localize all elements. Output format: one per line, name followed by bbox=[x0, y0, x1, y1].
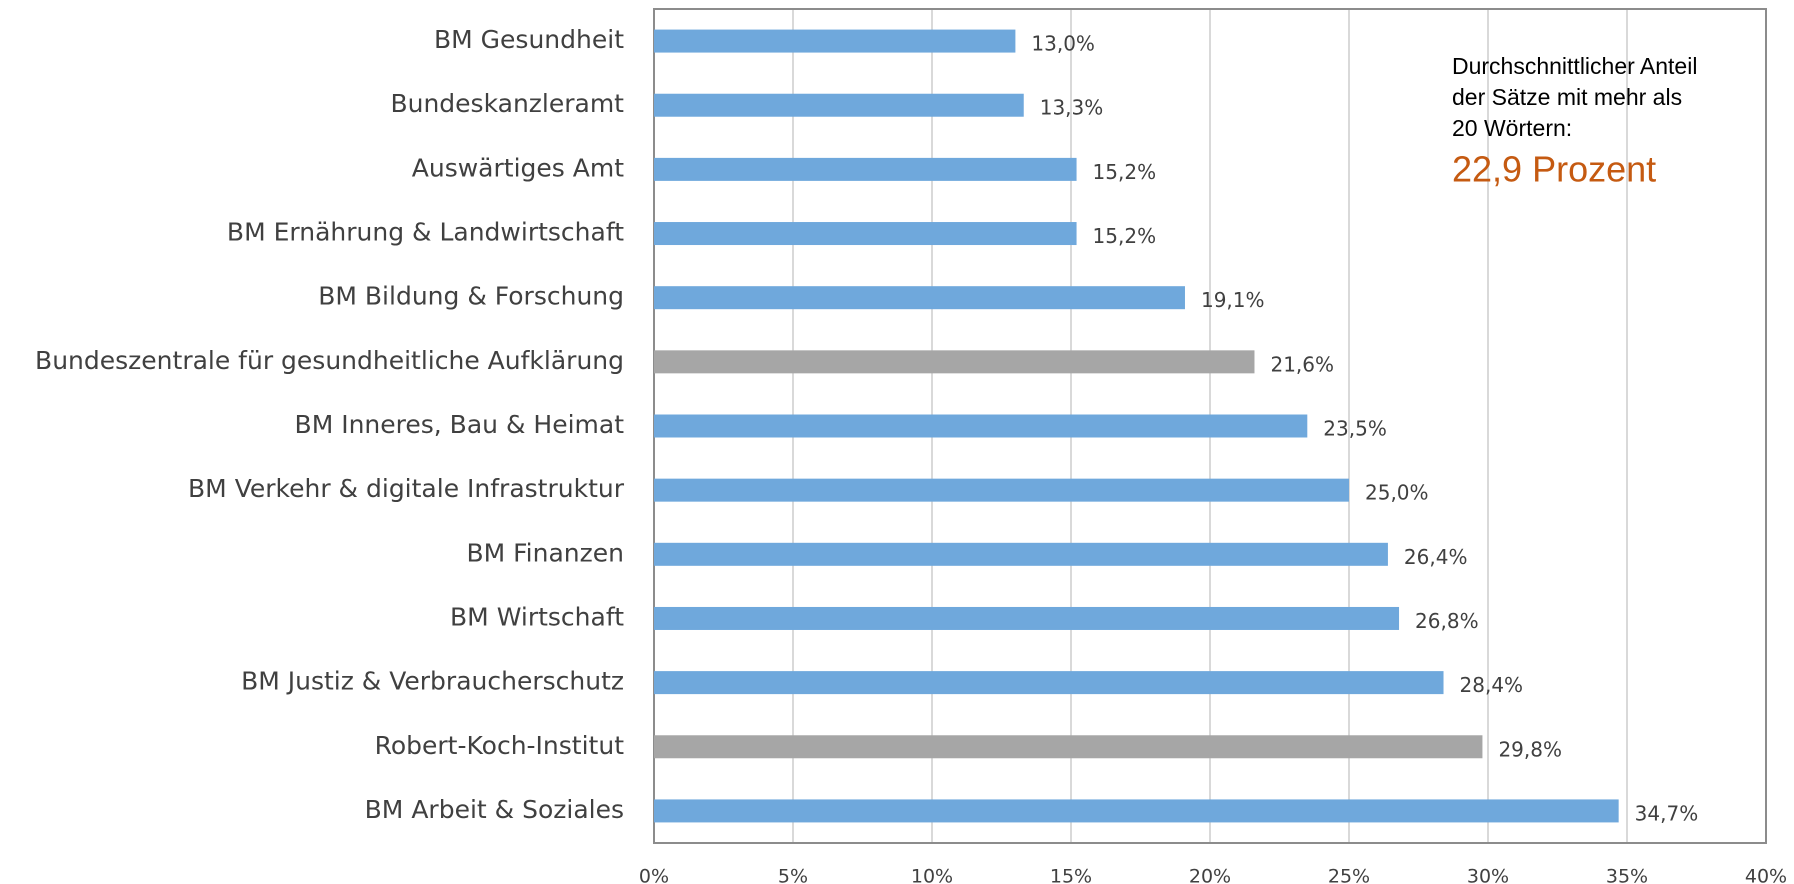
x-tick-label: 5% bbox=[778, 866, 808, 884]
annotation-highlight: 22,9 Prozent bbox=[1452, 149, 1656, 190]
category-label: BM Gesundheit bbox=[434, 25, 624, 54]
bar bbox=[654, 29, 1016, 53]
annotation-text: Durchschnittlicher Anteil bbox=[1452, 53, 1697, 79]
category-label: Auswärtiges Amt bbox=[412, 153, 624, 182]
bar bbox=[654, 350, 1255, 374]
annotation-text: 20 Wörtern: bbox=[1452, 115, 1572, 141]
bar bbox=[654, 478, 1349, 502]
value-label: 25,0% bbox=[1365, 481, 1429, 505]
value-label: 23,5% bbox=[1323, 417, 1387, 441]
x-tick-label: 35% bbox=[1606, 866, 1648, 884]
bar bbox=[654, 671, 1444, 695]
category-label: BM Bildung & Forschung bbox=[318, 282, 624, 311]
category-label: BM Wirtschaft bbox=[450, 602, 624, 631]
value-label: 13,0% bbox=[1031, 32, 1095, 56]
category-label: BM Justiz & Verbraucherschutz bbox=[241, 667, 624, 696]
value-label: 26,8% bbox=[1415, 609, 1479, 633]
value-label: 15,2% bbox=[1093, 160, 1157, 184]
category-label: Robert-Koch-Institut bbox=[375, 731, 625, 760]
annotation-text: der Sätze mit mehr als bbox=[1452, 84, 1682, 110]
category-label: BM Inneres, Bau & Heimat bbox=[295, 410, 625, 439]
x-tick-label: 25% bbox=[1328, 866, 1370, 884]
value-label: 19,1% bbox=[1201, 288, 1265, 312]
category-label: BM Ernährung & Landwirtschaft bbox=[227, 218, 624, 247]
x-tick-label: 20% bbox=[1189, 866, 1231, 884]
value-label: 13,3% bbox=[1040, 96, 1104, 120]
value-label: 28,4% bbox=[1460, 673, 1524, 697]
bar bbox=[654, 93, 1024, 117]
value-label: 34,7% bbox=[1635, 801, 1699, 825]
bar bbox=[654, 286, 1185, 310]
x-tick-label: 10% bbox=[911, 866, 953, 884]
bar bbox=[654, 799, 1619, 823]
category-label: BM Arbeit & Soziales bbox=[365, 795, 624, 824]
bar bbox=[654, 735, 1483, 759]
bar bbox=[654, 542, 1388, 566]
x-tick-label: 40% bbox=[1745, 866, 1787, 884]
bar bbox=[654, 157, 1077, 181]
value-label: 15,2% bbox=[1093, 224, 1157, 248]
bar bbox=[654, 222, 1077, 246]
x-tick-label: 15% bbox=[1050, 866, 1092, 884]
category-label: BM Finanzen bbox=[466, 538, 624, 567]
category-label: BM Verkehr & digitale Infrastruktur bbox=[188, 474, 625, 503]
category-label: Bundeszentrale für gesundheitliche Aufkl… bbox=[35, 346, 624, 375]
value-label: 21,6% bbox=[1270, 352, 1334, 376]
bar bbox=[654, 606, 1400, 630]
x-tick-label: 30% bbox=[1467, 866, 1509, 884]
x-tick-label: 0% bbox=[639, 866, 669, 884]
value-label: 29,8% bbox=[1498, 737, 1562, 761]
value-label: 26,4% bbox=[1404, 545, 1468, 569]
category-label: Bundeskanzleramt bbox=[390, 89, 624, 118]
bar bbox=[654, 414, 1308, 438]
